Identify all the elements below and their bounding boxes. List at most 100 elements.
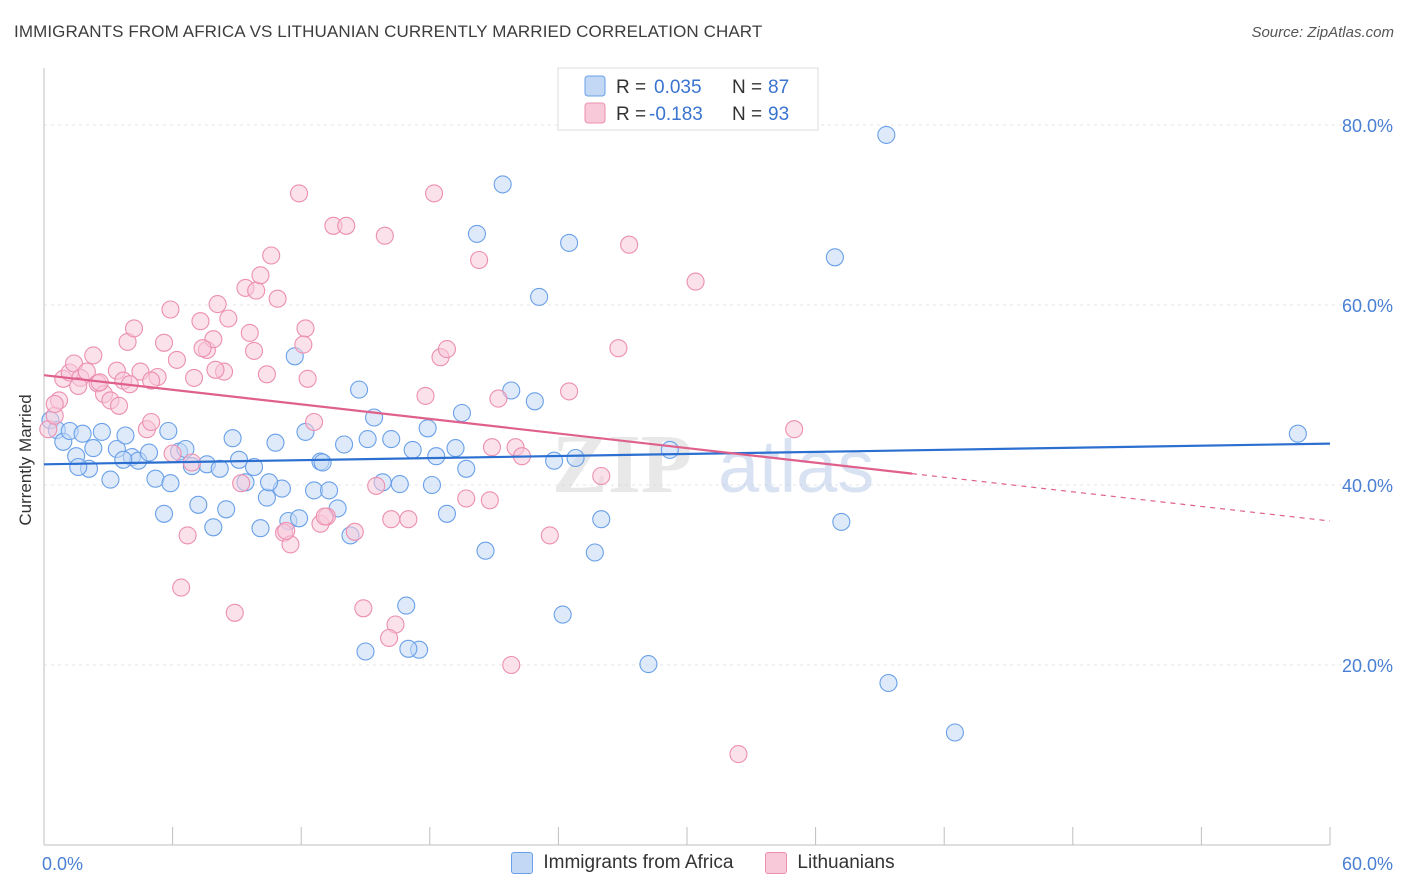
point-lithuanian xyxy=(592,466,611,486)
point-africa xyxy=(566,448,585,468)
point-africa xyxy=(945,723,964,742)
point-africa xyxy=(229,450,249,469)
point-africa xyxy=(525,392,544,411)
point-africa xyxy=(452,403,472,423)
point-africa xyxy=(877,125,896,144)
point-lithuanian xyxy=(470,250,489,270)
point-africa xyxy=(427,447,446,466)
point-lithuanian xyxy=(502,655,521,675)
point-lithuanian xyxy=(399,510,418,529)
point-africa xyxy=(446,439,465,458)
point-lithuanian xyxy=(416,386,435,405)
point-lithuanian xyxy=(609,339,628,358)
point-africa xyxy=(210,459,229,478)
point-lithuanian xyxy=(193,339,212,358)
point-africa xyxy=(244,457,264,477)
legend-label-africa: Immigrants from Africa xyxy=(543,852,734,873)
point-africa xyxy=(251,519,270,538)
point-africa xyxy=(313,453,332,472)
trend-line-lithuanian-extension xyxy=(911,473,1331,522)
point-lithuanian xyxy=(184,368,204,387)
point-lithuanian xyxy=(45,394,64,414)
point-africa xyxy=(825,248,844,267)
point-africa xyxy=(116,426,135,445)
point-africa xyxy=(530,287,549,306)
point-lithuanian xyxy=(154,333,174,352)
point-africa xyxy=(73,424,92,443)
point-africa xyxy=(92,422,111,441)
point-africa xyxy=(457,459,476,478)
point-africa xyxy=(832,512,851,531)
point-africa xyxy=(350,380,369,399)
point-lithuanian xyxy=(296,319,315,338)
point-lithuanian xyxy=(163,444,182,463)
point-africa xyxy=(358,430,377,449)
x-tick-labels: 0.0% 60.0% xyxy=(42,854,1393,874)
gridlines xyxy=(44,124,1393,666)
point-africa xyxy=(204,518,223,537)
point-africa xyxy=(84,439,103,458)
legend-n-value-lithuanian: 93 xyxy=(768,104,789,125)
point-lithuanian xyxy=(540,526,559,545)
point-africa xyxy=(437,504,456,523)
point-africa xyxy=(502,381,521,400)
point-africa xyxy=(493,175,512,194)
x-tick-label-min: 0.0% xyxy=(42,854,83,874)
point-lithuanian xyxy=(290,184,309,203)
point-lithuanian xyxy=(457,489,476,508)
point-lithuanian xyxy=(69,376,88,396)
point-africa xyxy=(223,429,242,448)
point-africa xyxy=(879,673,898,693)
point-lithuanian xyxy=(489,389,508,408)
point-africa xyxy=(390,475,409,494)
point-lithuanian xyxy=(124,319,144,338)
series-lithuanian-points xyxy=(39,184,804,764)
legend-n-label-lithuanian: N = xyxy=(732,104,762,125)
point-lithuanian xyxy=(247,281,266,300)
trend-lines xyxy=(43,374,1331,522)
point-lithuanian xyxy=(84,346,103,365)
point-africa xyxy=(592,510,611,529)
point-africa xyxy=(545,451,564,470)
point-africa xyxy=(159,421,178,441)
point-africa xyxy=(259,473,279,492)
trend-line-lithuanian xyxy=(43,374,913,475)
point-africa xyxy=(257,488,276,507)
point-lithuanian xyxy=(262,246,281,265)
y-tick-label: 40.0% xyxy=(1342,476,1393,496)
y-tick-label: 80.0% xyxy=(1342,116,1393,136)
point-lithuanian xyxy=(315,507,334,526)
y-tick-label: 20.0% xyxy=(1342,656,1393,676)
legend-r-value-africa: 0.035 xyxy=(654,77,702,98)
point-lithuanian xyxy=(191,312,210,331)
point-africa xyxy=(467,224,487,243)
point-lithuanian xyxy=(620,235,639,254)
point-lithuanian xyxy=(109,396,129,415)
point-africa xyxy=(101,470,120,489)
point-lithuanian xyxy=(206,360,225,379)
axes xyxy=(43,68,1331,846)
point-lithuanian xyxy=(560,382,579,401)
legend-item-africa: Immigrants from Africa xyxy=(511,852,733,874)
point-africa xyxy=(305,481,324,500)
point-lithuanian xyxy=(298,369,317,388)
legend-r-label-lithuanian: R = xyxy=(616,104,646,125)
point-africa xyxy=(266,433,285,452)
point-lithuanian xyxy=(172,578,191,597)
point-lithuanian xyxy=(294,335,313,354)
point-africa xyxy=(585,543,604,562)
point-lithuanian xyxy=(437,340,456,359)
point-africa xyxy=(399,639,418,658)
point-africa xyxy=(139,443,159,462)
point-lithuanian xyxy=(382,510,401,529)
point-lithuanian xyxy=(686,272,705,291)
point-lithuanian xyxy=(178,526,197,545)
point-lithuanian xyxy=(375,226,394,245)
point-africa xyxy=(660,440,679,459)
point-lithuanian xyxy=(167,350,186,369)
point-lithuanian xyxy=(480,491,499,510)
trend-line-africa xyxy=(43,442,1331,466)
point-lithuanian xyxy=(142,371,161,390)
point-africa xyxy=(69,457,88,477)
